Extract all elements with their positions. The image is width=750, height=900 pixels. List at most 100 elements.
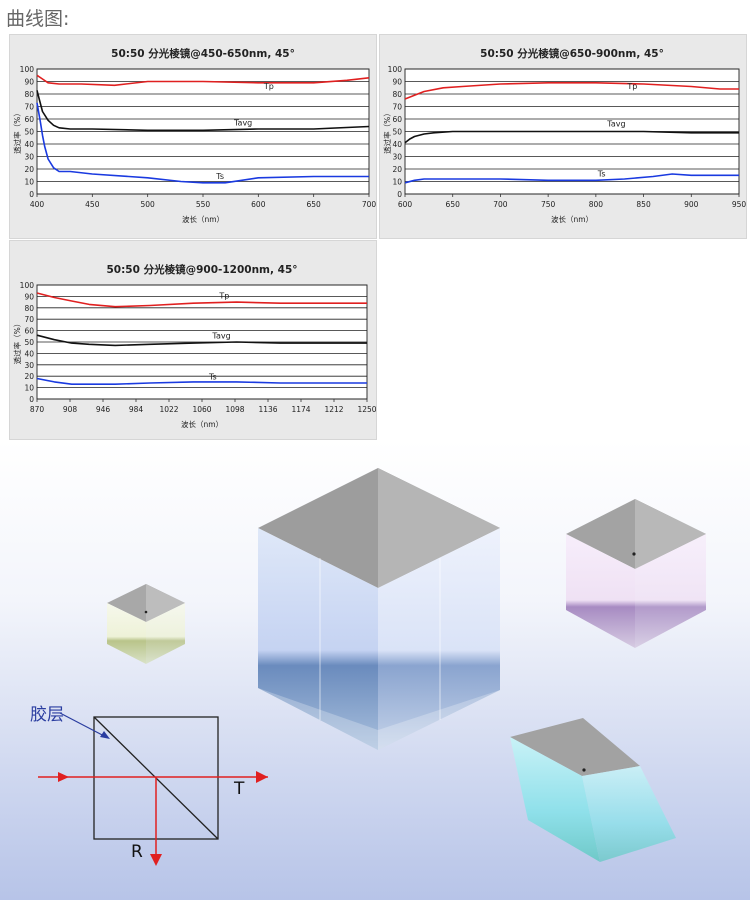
prism-pink (566, 499, 706, 648)
x-tick-label: 700 (493, 200, 508, 209)
y-axis-label: 透过率（%） (382, 109, 392, 154)
x-tick-label: 1250 (357, 405, 376, 414)
series-label: Ts (215, 172, 224, 181)
x-axis-label: 波长（nm） (551, 214, 593, 224)
y-tick-label: 60 (24, 327, 34, 336)
chart-450-650: 50:50 分光棱镜@450-650nm, 45° 0 10 20 30 40 50 60 70… (12, 47, 376, 224)
x-tick-label: 946 (96, 405, 111, 414)
glue-layer-pointer (59, 712, 109, 739)
transmit-label: T (234, 779, 245, 799)
series-line-tavg (36, 90, 370, 132)
y-tick-label: 100 (20, 65, 35, 74)
x-tick-label: 600 (398, 200, 413, 209)
y-tick-label: 50 (24, 338, 34, 347)
reflect-arrow-icon (150, 854, 162, 866)
prism-cyan (510, 718, 676, 862)
y-tick-label: 50 (24, 128, 34, 137)
x-tick-label: 1136 (258, 405, 277, 414)
x-tick-label: 700 (362, 200, 376, 209)
x-tick-label: 650 (446, 200, 461, 209)
x-tick-label: 1098 (225, 405, 244, 414)
y-tick-label: 100 (20, 281, 35, 290)
x-tick-label: 750 (541, 200, 556, 209)
x-tick-label: 984 (129, 405, 144, 414)
reflect-label: R (131, 842, 143, 862)
x-tick-label: 650 (307, 200, 322, 209)
y-tick-label: 100 (388, 65, 403, 74)
prism-large-blue (258, 468, 500, 750)
chart-panel-2: 50:50 分光棱镜@650-900nm, 45° 0 10 20 30 40 50 60 70… (379, 34, 747, 239)
x-tick-label: 1060 (192, 405, 211, 414)
y-axis-label: 透过率（%） (12, 320, 22, 365)
y-tick-label: 40 (392, 140, 402, 149)
y-tick-label: 40 (24, 349, 34, 358)
y-tick-label: 90 (392, 78, 402, 87)
x-tick-label: 800 (589, 200, 604, 209)
series-line-tp (36, 292, 367, 308)
x-tick-label: 400 (30, 200, 45, 209)
page-header: 曲线图: (6, 8, 70, 30)
series-label: Tavg (211, 332, 230, 341)
series-label: Tavg (233, 118, 252, 127)
y-tick-label: 0 (29, 395, 34, 404)
x-tick-label: 1174 (291, 405, 310, 414)
y-tick-label: 10 (24, 178, 34, 187)
series-line-ts (36, 377, 367, 385)
series-line-tavg (404, 130, 739, 144)
y-tick-label: 80 (24, 304, 34, 313)
y-tick-label: 90 (24, 292, 34, 301)
series-label: Tavg (606, 120, 625, 129)
incident-arrow-icon (58, 772, 69, 782)
series-label: Tp (263, 82, 274, 91)
chart-title: 50:50 分光棱镜@900-1200nm, 45° (107, 263, 298, 276)
chart-panel-3: 50:50 分光棱镜@900-1200nm, 45° 0 10 20 30 40 50 60 7… (9, 240, 377, 440)
x-tick-label: 1212 (324, 405, 343, 414)
y-tick-label: 20 (24, 165, 34, 174)
chart-panel-1: 50:50 分光棱镜@450-650nm, 45° 0 10 20 30 40 50 60 70… (9, 34, 377, 239)
y-tick-label: 20 (24, 372, 34, 381)
series-label: Ts (208, 373, 217, 382)
series-label: Tp (218, 292, 229, 301)
y-tick-label: 70 (24, 315, 34, 324)
series-label: Ts (597, 170, 606, 179)
y-tick-label: 0 (397, 190, 402, 199)
y-tick-label: 60 (392, 115, 402, 124)
x-axis-label: 波长（nm） (182, 214, 224, 224)
prism-small-yellow (107, 584, 185, 664)
y-tick-label: 40 (24, 140, 34, 149)
product-illustration (0, 440, 750, 900)
y-tick-label: 80 (392, 90, 402, 99)
y-tick-label: 50 (392, 128, 402, 137)
x-tick-label: 1022 (159, 405, 178, 414)
chart-900-1200: 50:50 分光棱镜@900-1200nm, 45° 0 10 20 30 40 50 60 7… (12, 263, 376, 429)
chart-650-900: 50:50 分光棱镜@650-900nm, 45° 0 10 20 30 40 50 60 70… (382, 47, 746, 224)
y-tick-label: 10 (24, 384, 34, 393)
y-tick-label: 70 (24, 103, 34, 112)
series-label: Tp (626, 82, 637, 91)
chart-title: 50:50 分光棱镜@650-900nm, 45° (480, 47, 664, 60)
y-tick-label: 90 (24, 78, 34, 87)
y-tick-label: 0 (29, 190, 34, 199)
y-tick-label: 30 (24, 153, 34, 162)
series-line-tavg (36, 334, 367, 347)
x-axis-label: 波长（nm） (181, 419, 223, 429)
beam-splitter-diagram (38, 712, 268, 866)
prism-illustration (38, 468, 706, 866)
x-tick-label: 850 (636, 200, 651, 209)
x-tick-label: 550 (196, 200, 211, 209)
y-tick-label: 60 (24, 115, 34, 124)
series-line-tp (404, 81, 739, 100)
x-tick-label: 950 (732, 200, 746, 209)
series-line-tp (36, 74, 370, 87)
series-line-ts (36, 102, 369, 184)
y-tick-label: 30 (24, 361, 34, 370)
series-line-ts (404, 173, 739, 184)
x-tick-label: 500 (141, 200, 156, 209)
y-tick-label: 30 (392, 153, 402, 162)
x-tick-label: 908 (63, 405, 78, 414)
x-tick-label: 450 (85, 200, 100, 209)
transmit-arrow-icon (256, 771, 268, 783)
x-tick-label: 600 (251, 200, 266, 209)
glue-layer-label: 胶层 (30, 705, 64, 725)
y-tick-label: 10 (392, 178, 402, 187)
